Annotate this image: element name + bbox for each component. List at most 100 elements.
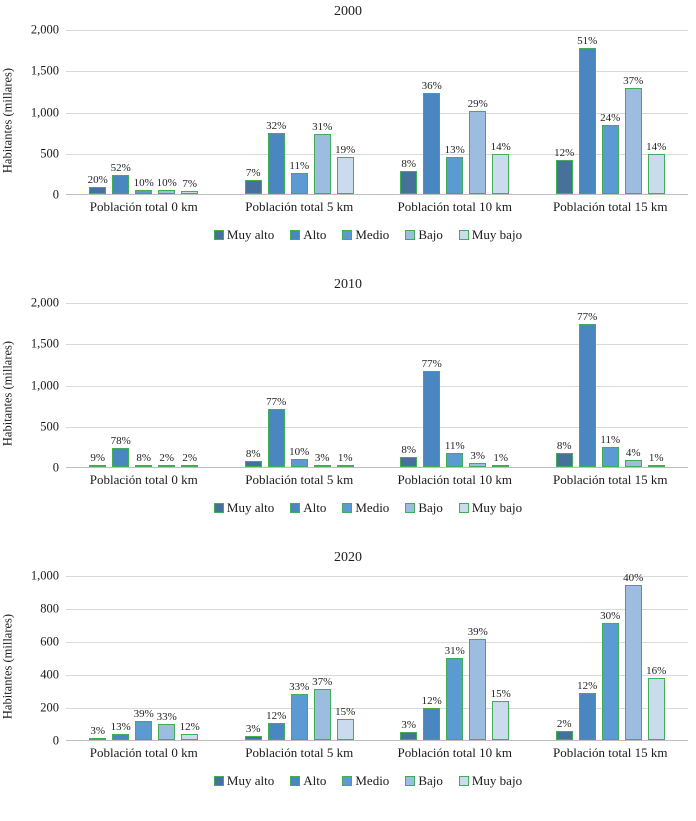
bar-bajo: 2%: [158, 452, 176, 467]
y-axis-label-column: Habitantes (millares): [0, 576, 18, 741]
bar-percent-label: 40%: [623, 572, 644, 584]
y-tick-label: 2,000: [30, 295, 59, 310]
legend: Muy alto Alto Medio Bajo Muy bajo: [40, 500, 696, 516]
bar-groups: 9% 78% 8% 2% 2% 8% 77% 10% 3% 1% 8% 77% 11% 3% 1% 8% 77%…: [66, 303, 688, 467]
bar-percent-label: 13%: [110, 721, 131, 733]
bar-percent-label: 3%: [90, 725, 106, 737]
bar-percent-label: 8%: [245, 448, 261, 460]
bar-percent-label: 52%: [110, 162, 131, 174]
plot-area: 9% 78% 8% 2% 2% 8% 77% 10% 3% 1% 8% 77% 11% 3% 1% 8% 77%…: [66, 303, 688, 468]
legend-label: Muy alto: [226, 500, 275, 515]
plot-area: 20% 52% 10% 10% 7% 7% 32% 11% 31% 19% 8% 36% 13% 29% 1…: [66, 30, 688, 195]
bar-muy-bajo: 2%: [181, 452, 199, 467]
legend-item-bajo: Bajo: [405, 773, 443, 789]
bar-percent-label: 12%: [554, 147, 575, 159]
bar-muy-alto: 8%: [555, 440, 573, 467]
y-tick-label: 0: [52, 733, 59, 748]
x-axis-spacer: [0, 745, 18, 761]
x-category-label: Población total 10 km: [397, 199, 512, 214]
y-tick-labels: 2,000 1,500 1,000 500 0: [18, 23, 66, 202]
bar-medio: 39%: [134, 708, 154, 740]
bar-group: 8% 77% 11% 3% 1%: [377, 303, 533, 467]
legend-item-alto: Alto: [290, 500, 326, 516]
y-axis-label-column: Habitantes (millares): [0, 30, 18, 195]
legend-label: Alto: [303, 500, 327, 515]
y-tick-label: 800: [40, 601, 59, 616]
y-tick-label: 600: [40, 634, 59, 649]
legend-swatch-medio: [342, 503, 353, 513]
bar-group: 7% 32% 11% 31% 19%: [222, 30, 378, 194]
y-tick-label: 0: [52, 187, 59, 202]
x-category-label: Población total 0 km: [89, 472, 198, 487]
legend-label: Muy alto: [226, 773, 275, 788]
y-tick-label: 200: [40, 700, 59, 715]
gridline: [66, 71, 688, 72]
legend-label: Medio: [355, 773, 390, 788]
bar-muy-alto: 3%: [89, 725, 107, 740]
y-tick-label: 400: [40, 667, 59, 682]
bar-percent-label: 33%: [156, 711, 177, 723]
bar-bajo: 40%: [623, 572, 643, 740]
bar-percent-label: 32%: [266, 120, 287, 132]
bar-bajo: 33%: [157, 711, 177, 740]
bar-alto: 36%: [422, 80, 442, 194]
bar-percent-label: 31%: [444, 645, 465, 657]
bar-percent-label: 77%: [266, 396, 287, 408]
gridline: [66, 427, 688, 428]
y-tick-label: 1,500: [30, 63, 59, 78]
bar-percent-label: 24%: [600, 112, 621, 124]
y-tick-label: 500: [40, 146, 59, 161]
legend-item-muy-bajo: Muy bajo: [458, 227, 522, 243]
bar-percent-label: 15%: [335, 706, 356, 718]
bar-percent-label: 2%: [159, 452, 175, 464]
bar-percent-label: 77%: [577, 311, 598, 323]
bar-percent-label: 10%: [133, 177, 154, 189]
bar-percent-label: 12%: [179, 721, 200, 733]
gridline: [66, 386, 688, 387]
bar-percent-label: 77%: [421, 358, 442, 370]
legend-label: Bajo: [418, 773, 443, 788]
gridline: [66, 642, 688, 643]
bar-alto: 77%: [422, 358, 442, 467]
bar-bajo: 10%: [157, 177, 177, 194]
bar-muy-alto: 3%: [244, 723, 262, 740]
legend-label: Bajo: [418, 227, 443, 242]
legend-swatch-muy-bajo: [458, 776, 469, 786]
gridline: [66, 30, 688, 31]
bar-percent-label: 10%: [289, 446, 310, 458]
bar-percent-label: 7%: [182, 178, 198, 190]
bar-medio: 30%: [600, 610, 620, 740]
bar-percent-label: 2%: [182, 452, 198, 464]
legend-label: Bajo: [418, 500, 443, 515]
gridline: [66, 576, 688, 577]
x-category-label: Población total 15 km: [553, 472, 668, 487]
chart-body: Habitantes (millares) 2,000 1,500 1,000 500 0…: [0, 23, 696, 202]
legend-label: Medio: [355, 227, 390, 242]
bar-percent-label: 7%: [245, 167, 261, 179]
bar-group: 2% 12% 30% 40% 16%: [533, 572, 689, 740]
bar-group: 12% 51% 24% 37% 14%: [533, 30, 689, 194]
legend-swatch-bajo: [405, 230, 416, 240]
legend-swatch-medio: [342, 776, 353, 786]
y-axis-label: Habitantes (millares): [0, 67, 15, 173]
legend-swatch-muy-bajo: [458, 230, 469, 240]
gridline: [66, 303, 688, 304]
bar-alto: 12%: [577, 680, 597, 740]
bar-muy-bajo: 14%: [646, 141, 666, 194]
x-axis-spacer: [0, 472, 18, 488]
bar-medio: 31%: [445, 645, 465, 740]
gridline: [66, 675, 688, 676]
bar-medio: 11%: [445, 440, 465, 467]
bar-percent-label: 51%: [577, 35, 598, 47]
legend-swatch-alto: [290, 230, 301, 240]
chart-section-2000: 2000 Habitantes (millares) 2,000 1,500 1,000…: [0, 0, 696, 273]
chart-section-2010: 2010 Habitantes (millares) 2,000 1,500 1,000…: [0, 273, 696, 546]
legend-swatch-alto: [290, 776, 301, 786]
bar-percent-label: 1%: [493, 452, 509, 464]
bar-percent-label: 19%: [335, 144, 356, 156]
bar-muy-alto: 8%: [244, 448, 262, 467]
bar-alto: 51%: [577, 35, 597, 194]
y-axis-label-column: Habitantes (millares): [0, 303, 18, 468]
legend-swatch-bajo: [405, 503, 416, 513]
y-tick-label: 1,000: [30, 105, 59, 120]
